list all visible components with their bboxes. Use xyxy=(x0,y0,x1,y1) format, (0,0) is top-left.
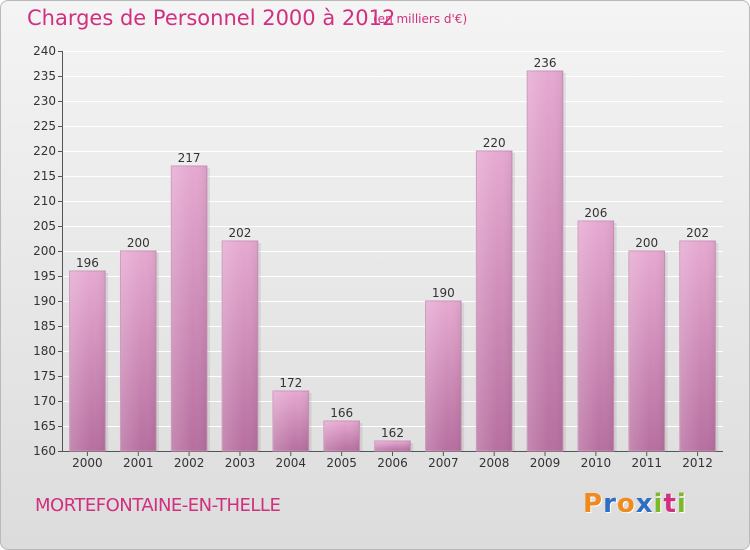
bar-value-label: 217 xyxy=(178,151,201,165)
x-tick-label: 2011 xyxy=(631,456,662,470)
proxiti-logo: Proxiti xyxy=(583,489,687,519)
bars xyxy=(69,70,719,452)
grid-lines xyxy=(62,51,723,452)
x-tick-label: 2004 xyxy=(276,456,307,470)
bar-highlight xyxy=(171,166,207,451)
y-tick-label: 215 xyxy=(33,169,56,183)
x-tick-labels: 2000 2001 2002 2003 2004 2005 2006 2007 2008 2009… xyxy=(72,456,713,470)
bar-highlight xyxy=(273,391,309,451)
x-tick-label: 2012 xyxy=(682,456,713,470)
bar-value-label: 200 xyxy=(635,236,658,250)
y-tick-label: 175 xyxy=(33,369,56,383)
y-tick-labels: 160 165 170 175 180 185 190 195 200 205 210 215 220 2… xyxy=(33,44,56,458)
x-tick-label: 2009 xyxy=(530,456,561,470)
bar-value-label: 162 xyxy=(381,426,404,440)
x-tick-label: 2006 xyxy=(377,456,408,470)
x-tick-label: 2002 xyxy=(174,456,205,470)
x-tick-label: 2007 xyxy=(428,456,459,470)
bar-highlight xyxy=(578,221,614,451)
bar-highlight xyxy=(527,71,563,451)
bar-highlight xyxy=(120,251,157,451)
x-tick-label: 2000 xyxy=(72,456,103,470)
bar-highlight xyxy=(425,301,462,451)
bar-value-label: 202 xyxy=(229,226,252,240)
logo-letter: r xyxy=(603,489,617,519)
y-tick-label: 165 xyxy=(33,419,56,433)
chart-title: Charges de Personnel 2000 à 2012 xyxy=(27,6,396,30)
y-tick-label: 225 xyxy=(33,119,56,133)
logo-letter: x xyxy=(635,489,654,519)
bar-highlight xyxy=(69,271,106,451)
y-tick-label: 220 xyxy=(33,144,56,158)
bar-highlight xyxy=(679,241,716,451)
y-tick-label: 185 xyxy=(33,319,56,333)
logo-letter: i xyxy=(676,489,687,519)
y-tick-label: 200 xyxy=(33,244,56,258)
x-tick-label: 2008 xyxy=(479,456,510,470)
place-name: MORTEFONTAINE-EN-THELLE xyxy=(35,495,281,516)
logo-letter: t xyxy=(663,489,677,519)
bar-highlight xyxy=(222,241,258,451)
y-tick-label: 180 xyxy=(33,344,56,358)
bar-highlight xyxy=(323,421,360,451)
bar-value-label: 190 xyxy=(432,286,455,300)
x-tick-label: 2003 xyxy=(225,456,256,470)
y-tick-label: 235 xyxy=(33,69,56,83)
y-tick-label: 170 xyxy=(33,394,56,408)
bar-value-label: 220 xyxy=(483,136,506,150)
bar-highlight xyxy=(628,251,665,451)
bar-value-label: 202 xyxy=(686,226,709,240)
bar-value-label: 200 xyxy=(127,236,150,250)
bar-value-label: 196 xyxy=(76,256,99,270)
bar-highlight xyxy=(476,151,512,451)
bar-highlight xyxy=(374,441,411,451)
bar-value-label: 236 xyxy=(534,56,557,70)
logo-letter: i xyxy=(653,489,664,519)
y-tick-label: 160 xyxy=(33,444,56,458)
x-tick-label: 2010 xyxy=(581,456,612,470)
chart-subtitle: (en milliers d'€) xyxy=(373,12,468,26)
y-tick-label: 190 xyxy=(33,294,56,308)
bar-value-label: 166 xyxy=(330,406,353,420)
y-tick-label: 205 xyxy=(33,219,56,233)
x-tick-label: 2005 xyxy=(326,456,357,470)
bar-value-label: 206 xyxy=(584,206,607,220)
y-tick-label: 230 xyxy=(33,94,56,108)
data-labels: 196 200 217 202 172 166 162 190 220 236 206 200 202 xyxy=(76,56,709,440)
logo-letter: P xyxy=(583,489,604,519)
y-tick-label: 210 xyxy=(33,194,56,208)
y-tick-label: 195 xyxy=(33,269,56,283)
y-tick-label: 240 xyxy=(33,44,56,58)
logo-letter: o xyxy=(616,489,636,519)
bar-value-label: 172 xyxy=(279,376,302,390)
x-tick-label: 2001 xyxy=(123,456,154,470)
